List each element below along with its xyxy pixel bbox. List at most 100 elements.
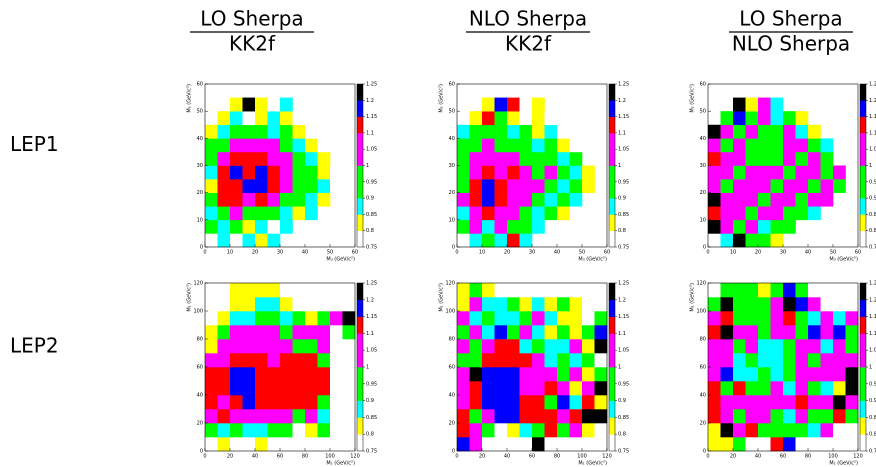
heatmap-cell (205, 409, 218, 424)
heatmap-cell (733, 179, 746, 193)
heatmap-cell (457, 138, 470, 153)
heatmap-cell (733, 206, 746, 221)
y-axis-label: M₁ (GeV/c²) (187, 283, 193, 312)
heatmap-cell (569, 165, 583, 180)
heatmap-cell (242, 409, 256, 424)
heatmap-cell (292, 179, 306, 193)
heatmap-cell (482, 353, 495, 368)
heatmap-cell (469, 325, 483, 340)
heatmap-cell (770, 381, 784, 396)
heatmap-cell (845, 395, 859, 410)
heatmap-cell (820, 311, 834, 326)
x-tick-label: 60 (352, 250, 358, 256)
heatmap-cell (557, 151, 570, 166)
heatmap-cell (494, 353, 508, 368)
heatmap-cell (708, 409, 721, 424)
heatmap-cell (733, 395, 746, 410)
heatmap-cell (820, 297, 834, 312)
heatmap-cell (507, 283, 520, 298)
heatmap-cell (494, 179, 508, 193)
heatmap-cell (469, 124, 483, 139)
heatmap-cell (720, 381, 734, 396)
heatmap-cell (594, 367, 608, 382)
heatmap-cell (242, 233, 256, 248)
heatmap-cell (255, 297, 268, 312)
heatmap-cell (494, 423, 508, 438)
heatmap-cell (557, 339, 570, 354)
heatmap-cell (305, 311, 318, 326)
heatmap-cell (808, 165, 821, 180)
heatmap-cell (317, 325, 331, 340)
heatmap-cell (469, 179, 483, 193)
colorbar-tick-label: 0.95 (618, 381, 629, 387)
colorbar-swatch (609, 214, 615, 231)
y-tick-label: 40 (700, 136, 706, 142)
heatmap-cell (457, 423, 470, 438)
heatmap-cell (544, 151, 558, 166)
heatmap-cell (808, 395, 821, 410)
heatmap-cell (770, 283, 784, 298)
heatmap-cell (292, 367, 306, 382)
heatmap-cell (795, 192, 809, 207)
heatmap-cell (569, 423, 583, 438)
heatmap-cell (582, 339, 595, 354)
heatmap-cell (758, 111, 771, 126)
heatmap-cell (808, 311, 821, 326)
heatmap-cell (280, 297, 293, 312)
colorbar-tick-label: 0.75 (618, 245, 629, 251)
heatmap-cell (330, 409, 343, 424)
heatmap-cell (457, 339, 470, 354)
colorbar-swatch (609, 198, 615, 215)
colorbar-tick-label: 0.85 (366, 415, 377, 421)
heatmap-cell (255, 192, 268, 207)
heatmap-cell (205, 367, 218, 382)
heatmap-cell (770, 219, 784, 234)
heatmap-cell (469, 165, 483, 180)
heatmap-cell (770, 367, 784, 382)
heatmap-cell (230, 179, 243, 193)
heatmap-cell (267, 97, 281, 112)
heatmap-cell (242, 206, 256, 221)
heatmap-cell (532, 325, 545, 340)
colorbar-swatch (357, 316, 363, 334)
colorbar-swatch (860, 434, 866, 452)
heatmap-cell (507, 124, 520, 139)
heatmap-cell (255, 353, 268, 368)
heatmap-cell (820, 339, 834, 354)
heatmap-cell (532, 423, 545, 438)
heatmap-cell (544, 423, 558, 438)
heatmap-cell (594, 395, 608, 410)
heatmap-cell (242, 367, 256, 382)
colorbar-swatch (860, 149, 866, 166)
x-tick-label: 40 (252, 454, 258, 460)
heatmap-cell (217, 353, 231, 368)
heatmap-cell (720, 151, 734, 166)
heatmap-cell (330, 179, 343, 193)
heatmap-cell (582, 353, 595, 368)
colorbar-tick-label: 1.25 (869, 82, 876, 88)
heatmap-cell (482, 423, 495, 438)
heatmap-cell (795, 151, 809, 166)
heatmap-cell (469, 151, 483, 166)
heatmap-cell (507, 325, 520, 340)
heatmap-cell (255, 111, 268, 126)
heatmap-cell (594, 409, 608, 424)
colorbar-swatch (609, 100, 615, 117)
heatmap-cell (280, 192, 293, 207)
heatmap-cell (733, 311, 746, 326)
heatmap-cell (770, 325, 784, 340)
colorbar-swatch (609, 350, 615, 368)
heatmap-cell (708, 151, 721, 166)
colorbar-tick-label: 1.15 (618, 114, 629, 120)
heatmap-cell (745, 124, 759, 139)
colorbar-tick-label: 1 (618, 365, 621, 371)
heatmap-cell (720, 325, 734, 340)
heatmap-cell (820, 165, 834, 180)
heatmap-cell (720, 233, 734, 248)
heatmap-cell (507, 423, 520, 438)
heatmap-cell (317, 179, 331, 193)
heatmap-cell (205, 311, 218, 326)
heatmap-cell (457, 124, 470, 139)
heatmap-cell (242, 297, 256, 312)
heatmap-cell (457, 409, 470, 424)
